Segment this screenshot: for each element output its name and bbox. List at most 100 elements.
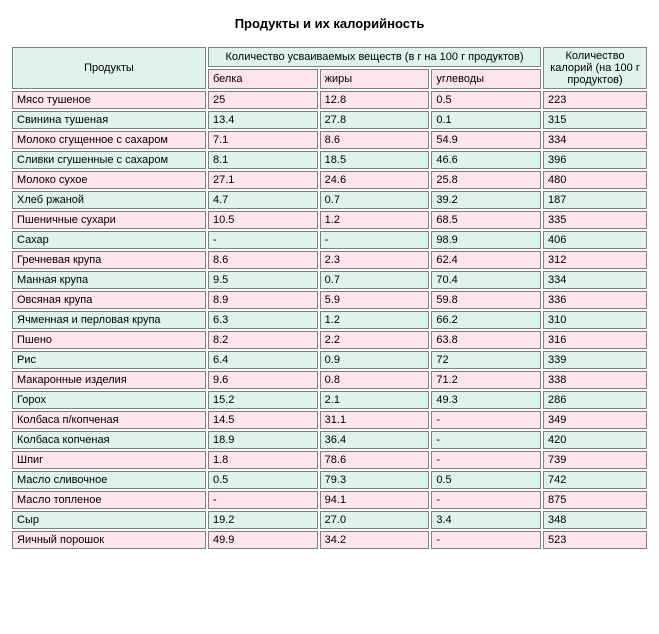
cell-fat: 31.1 <box>320 411 430 429</box>
cell-kcal: 335 <box>543 211 647 229</box>
cell-name: Овсяная крупа <box>12 291 206 309</box>
table-row: Молоко сухое27.124.625.8480 <box>12 171 647 189</box>
cell-protein: 0.5 <box>208 471 318 489</box>
cell-carb: 0.5 <box>431 471 541 489</box>
cell-protein: 25 <box>208 91 318 109</box>
table-body: Мясо тушеное2512.80.5223Свинина тушеная1… <box>12 91 647 549</box>
cell-name: Сыр <box>12 511 206 529</box>
cell-kcal: 348 <box>543 511 647 529</box>
cell-protein: 8.1 <box>208 151 318 169</box>
cell-fat: 27.8 <box>320 111 430 129</box>
cell-carb: 46.6 <box>431 151 541 169</box>
cell-name: Макаронные изделия <box>12 371 206 389</box>
cell-carb: 25.8 <box>431 171 541 189</box>
page-title: Продукты и их калорийность <box>10 16 649 31</box>
cell-carb: 39.2 <box>431 191 541 209</box>
cell-carb: - <box>431 491 541 509</box>
cell-kcal: 742 <box>543 471 647 489</box>
cell-name: Хлеб ржаной <box>12 191 206 209</box>
cell-name: Молоко сухое <box>12 171 206 189</box>
cell-fat: 12.8 <box>320 91 430 109</box>
cell-fat: 24.6 <box>320 171 430 189</box>
cell-carb: - <box>431 411 541 429</box>
cell-kcal: 310 <box>543 311 647 329</box>
cell-kcal: 480 <box>543 171 647 189</box>
cell-carb: - <box>431 451 541 469</box>
cell-protein: 49.9 <box>208 531 318 549</box>
col-header-macros: Количество усваиваемых веществ (в г на 1… <box>208 47 541 67</box>
cell-fat: 0.8 <box>320 371 430 389</box>
cell-name: Колбаса копченая <box>12 431 206 449</box>
cell-carb: - <box>431 531 541 549</box>
cell-fat: 79.3 <box>320 471 430 489</box>
col-header-fat: жиры <box>320 69 430 89</box>
cell-carb: 71.2 <box>431 371 541 389</box>
cell-name: Свинина тушеная <box>12 111 206 129</box>
cell-carb: 62.4 <box>431 251 541 269</box>
cell-protein: 8.6 <box>208 251 318 269</box>
cell-kcal: 523 <box>543 531 647 549</box>
cell-kcal: 315 <box>543 111 647 129</box>
cell-kcal: 739 <box>543 451 647 469</box>
cell-kcal: 312 <box>543 251 647 269</box>
cell-carb: 0.1 <box>431 111 541 129</box>
table-row: Масло сливочное0.579.30.5742 <box>12 471 647 489</box>
cell-fat: 78.6 <box>320 451 430 469</box>
table-row: Пшено8.22.263.8316 <box>12 331 647 349</box>
table-row: Свинина тушеная13.427.80.1315 <box>12 111 647 129</box>
cell-protein: 8.2 <box>208 331 318 349</box>
cell-carb: 68.5 <box>431 211 541 229</box>
cell-name: Манная крупа <box>12 271 206 289</box>
table-row: Манная крупа9.50.770.4334 <box>12 271 647 289</box>
cell-fat: 2.3 <box>320 251 430 269</box>
cell-fat: 18.5 <box>320 151 430 169</box>
cell-protein: 1.8 <box>208 451 318 469</box>
cell-protein: 9.5 <box>208 271 318 289</box>
cell-carb: 63.8 <box>431 331 541 349</box>
cell-carb: 59.8 <box>431 291 541 309</box>
cell-name: Масло топленое <box>12 491 206 509</box>
cell-protein: 18.9 <box>208 431 318 449</box>
cell-kcal: 336 <box>543 291 647 309</box>
cell-protein: - <box>208 491 318 509</box>
table-row: Шпиг1.878.6-739 <box>12 451 647 469</box>
cell-fat: 94.1 <box>320 491 430 509</box>
cell-name: Пшеничные сухари <box>12 211 206 229</box>
cell-fat: 8.6 <box>320 131 430 149</box>
col-header-products: Продукты <box>12 47 206 89</box>
cell-carb: 3.4 <box>431 511 541 529</box>
cell-fat: 1.2 <box>320 311 430 329</box>
cell-kcal: 286 <box>543 391 647 409</box>
cell-fat: 27.0 <box>320 511 430 529</box>
cell-fat: 0.7 <box>320 191 430 209</box>
cell-carb: 98.9 <box>431 231 541 249</box>
cell-kcal: 316 <box>543 331 647 349</box>
cell-name: Пшено <box>12 331 206 349</box>
table-row: Колбаса п/копченая14.531.1-349 <box>12 411 647 429</box>
cell-kcal: 334 <box>543 131 647 149</box>
cell-protein: 19.2 <box>208 511 318 529</box>
cell-kcal: 406 <box>543 231 647 249</box>
col-header-carb: углеводы <box>431 69 541 89</box>
table-row: Сахар--98.9406 <box>12 231 647 249</box>
table-row: Колбаса копченая18.936.4-420 <box>12 431 647 449</box>
table-row: Мясо тушеное2512.80.5223 <box>12 91 647 109</box>
cell-kcal: 875 <box>543 491 647 509</box>
cell-carb: 54.9 <box>431 131 541 149</box>
cell-protein: 6.3 <box>208 311 318 329</box>
cell-kcal: 334 <box>543 271 647 289</box>
cell-kcal: 338 <box>543 371 647 389</box>
cell-carb: 0.5 <box>431 91 541 109</box>
cell-fat: 0.9 <box>320 351 430 369</box>
table-row: Макаронные изделия9.60.871.2338 <box>12 371 647 389</box>
table-row: Овсяная крупа8.95.959.8336 <box>12 291 647 309</box>
cell-fat: 2.2 <box>320 331 430 349</box>
cell-kcal: 396 <box>543 151 647 169</box>
cell-carb: 72 <box>431 351 541 369</box>
cell-name: Гречневая крупа <box>12 251 206 269</box>
table-row: Сыр19.227.03.4348 <box>12 511 647 529</box>
table-row: Масло топленое-94.1-875 <box>12 491 647 509</box>
cell-kcal: 349 <box>543 411 647 429</box>
cell-name: Рис <box>12 351 206 369</box>
cell-protein: 8.9 <box>208 291 318 309</box>
